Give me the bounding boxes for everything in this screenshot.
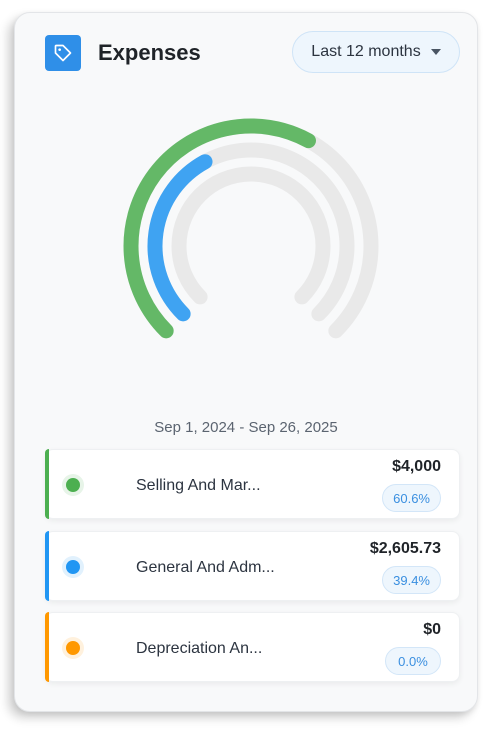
expense-amount: $0 — [423, 621, 441, 638]
card-title: Expenses — [98, 40, 201, 65]
radial-gauge — [123, 118, 379, 339]
expense-amount: $4,000 — [392, 458, 441, 475]
expense-percent-badge: 39.4% — [382, 566, 441, 594]
legend-dot — [66, 478, 80, 492]
expense-amount: $2,605.73 — [369, 540, 441, 557]
expense-category-label: General And Adm... — [136, 559, 275, 576]
expense-category-label: Selling And Mar... — [136, 477, 261, 494]
date-range-dropdown-label: Last 12 months — [311, 43, 421, 60]
expense-row-general-admin[interactable]: General And Adm... $2,605.73 39.4% — [45, 531, 460, 601]
expense-percent-badge: 60.6% — [382, 484, 441, 512]
gauge-track — [171, 166, 331, 305]
row-accent-bar — [45, 449, 49, 519]
tag-icon — [45, 35, 81, 71]
expenses-card: Expenses Last 12 months Sep 1, 2024 - Se… — [14, 12, 478, 712]
gauge-arc-selling — [123, 118, 316, 339]
expense-row-depreciation[interactable]: Depreciation An... $0 0.0% — [45, 612, 460, 682]
legend-dot — [66, 560, 80, 574]
date-range-text: Sep 1, 2024 - Sep 26, 2025 — [154, 419, 338, 436]
date-range-dropdown[interactable]: Last 12 months — [292, 31, 460, 73]
legend-dot — [66, 641, 80, 655]
expense-percent-badge: 0.0% — [385, 647, 441, 675]
row-accent-bar — [45, 612, 49, 682]
expense-category-label: Depreciation An... — [136, 640, 263, 657]
caret-down-icon — [430, 49, 441, 55]
gauge-arc-general — [147, 154, 213, 322]
expense-row-selling-marketing[interactable]: Selling And Mar... $4,000 60.6% — [45, 449, 460, 519]
row-accent-bar — [45, 531, 49, 601]
